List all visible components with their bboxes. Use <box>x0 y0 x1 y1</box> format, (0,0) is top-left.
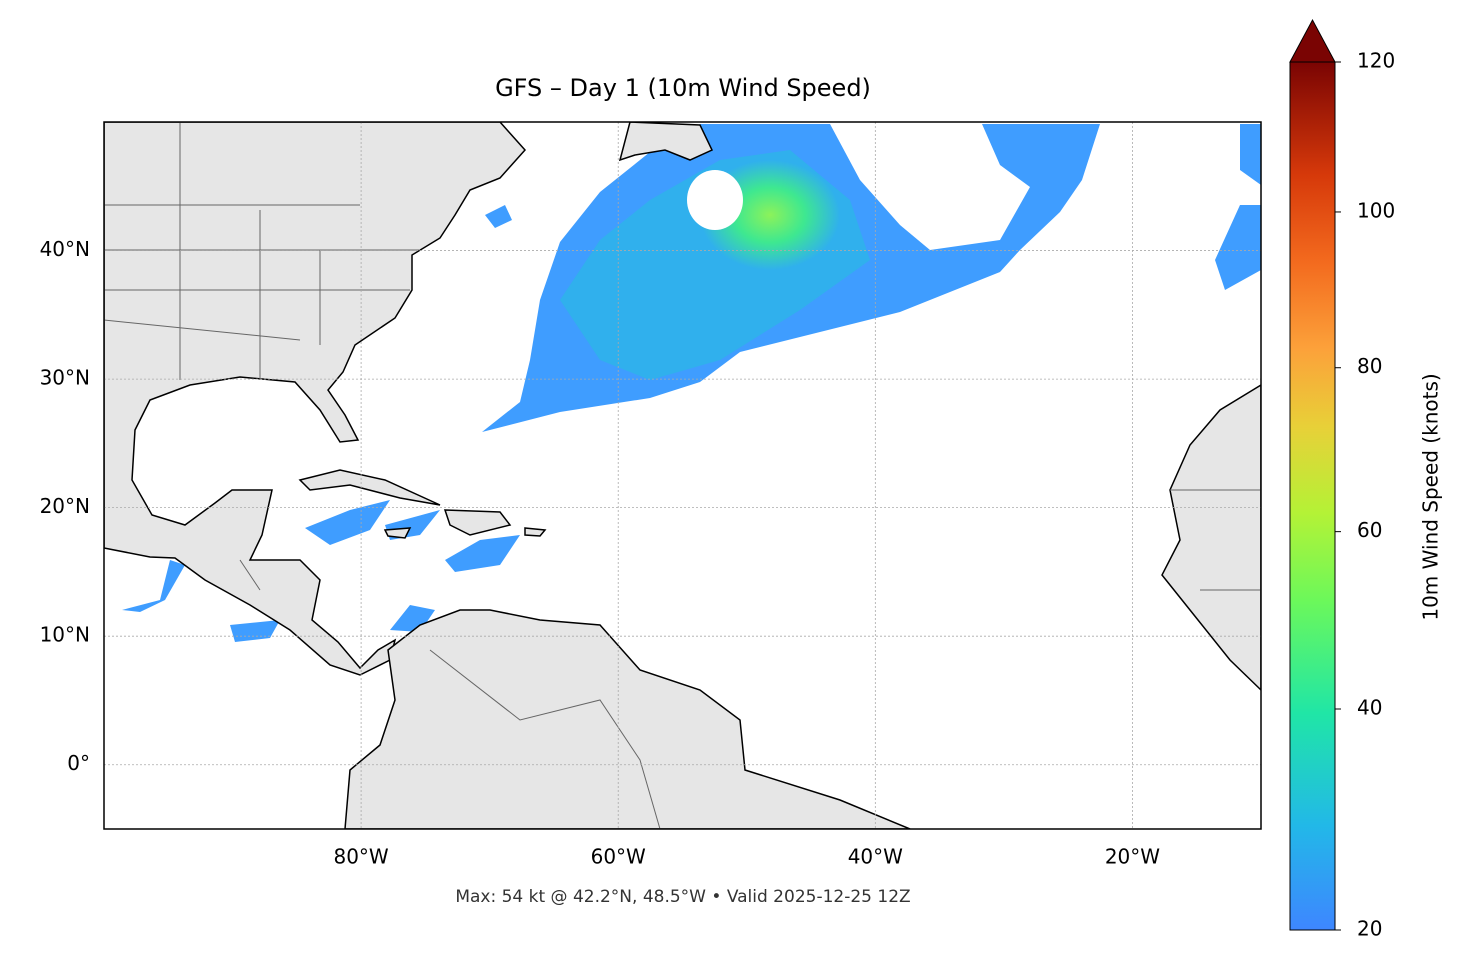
south-america <box>344 609 911 829</box>
y-tick-label: 0° <box>67 751 90 775</box>
x-tick-label: 20°W <box>1105 845 1160 869</box>
colorbar: 20 40 60 80 100 120 <box>1289 18 1395 941</box>
wind-area <box>1215 124 1261 290</box>
wind-area <box>122 205 520 642</box>
colorbar-tick-label: 100 <box>1357 198 1395 222</box>
colorbar-tick-label: 120 <box>1357 49 1395 73</box>
colorbar-tick-label: 80 <box>1357 354 1382 378</box>
grid <box>104 122 1261 829</box>
y-tick-label: 30°N <box>40 366 90 390</box>
colorbar-tick-label: 40 <box>1357 695 1382 719</box>
y-tick-label: 40°N <box>40 237 90 261</box>
x-tick-label: 80°W <box>333 845 388 869</box>
africa <box>1161 384 1261 692</box>
colorbar-tick-label: 60 <box>1357 518 1382 542</box>
colorbar-label: 10m Wind Speed (knots) <box>1419 373 1443 620</box>
footer: Max: 54 kt @ 42.2°N, 48.5°W • Valid 2025… <box>455 887 910 907</box>
wind-gap <box>687 170 743 230</box>
x-tick-label: 40°W <box>848 845 903 869</box>
y-tick-label: 20°N <box>40 494 90 518</box>
map-frame <box>103 121 1262 830</box>
title: GFS – Day 1 (10m Wind Speed) <box>495 74 871 102</box>
x-tick-label: 60°W <box>591 845 646 869</box>
y-tick-label: 10°N <box>40 623 90 647</box>
map-area <box>104 122 1261 829</box>
north-america <box>104 122 527 676</box>
colorbar-body <box>1289 61 1336 931</box>
land <box>104 122 1261 829</box>
colorbar-tick-label: 20 <box>1357 917 1382 941</box>
borders <box>104 122 1261 829</box>
colorbar-extend <box>1289 18 1336 63</box>
newfoundland <box>618 122 714 162</box>
wind-field <box>122 124 1261 642</box>
